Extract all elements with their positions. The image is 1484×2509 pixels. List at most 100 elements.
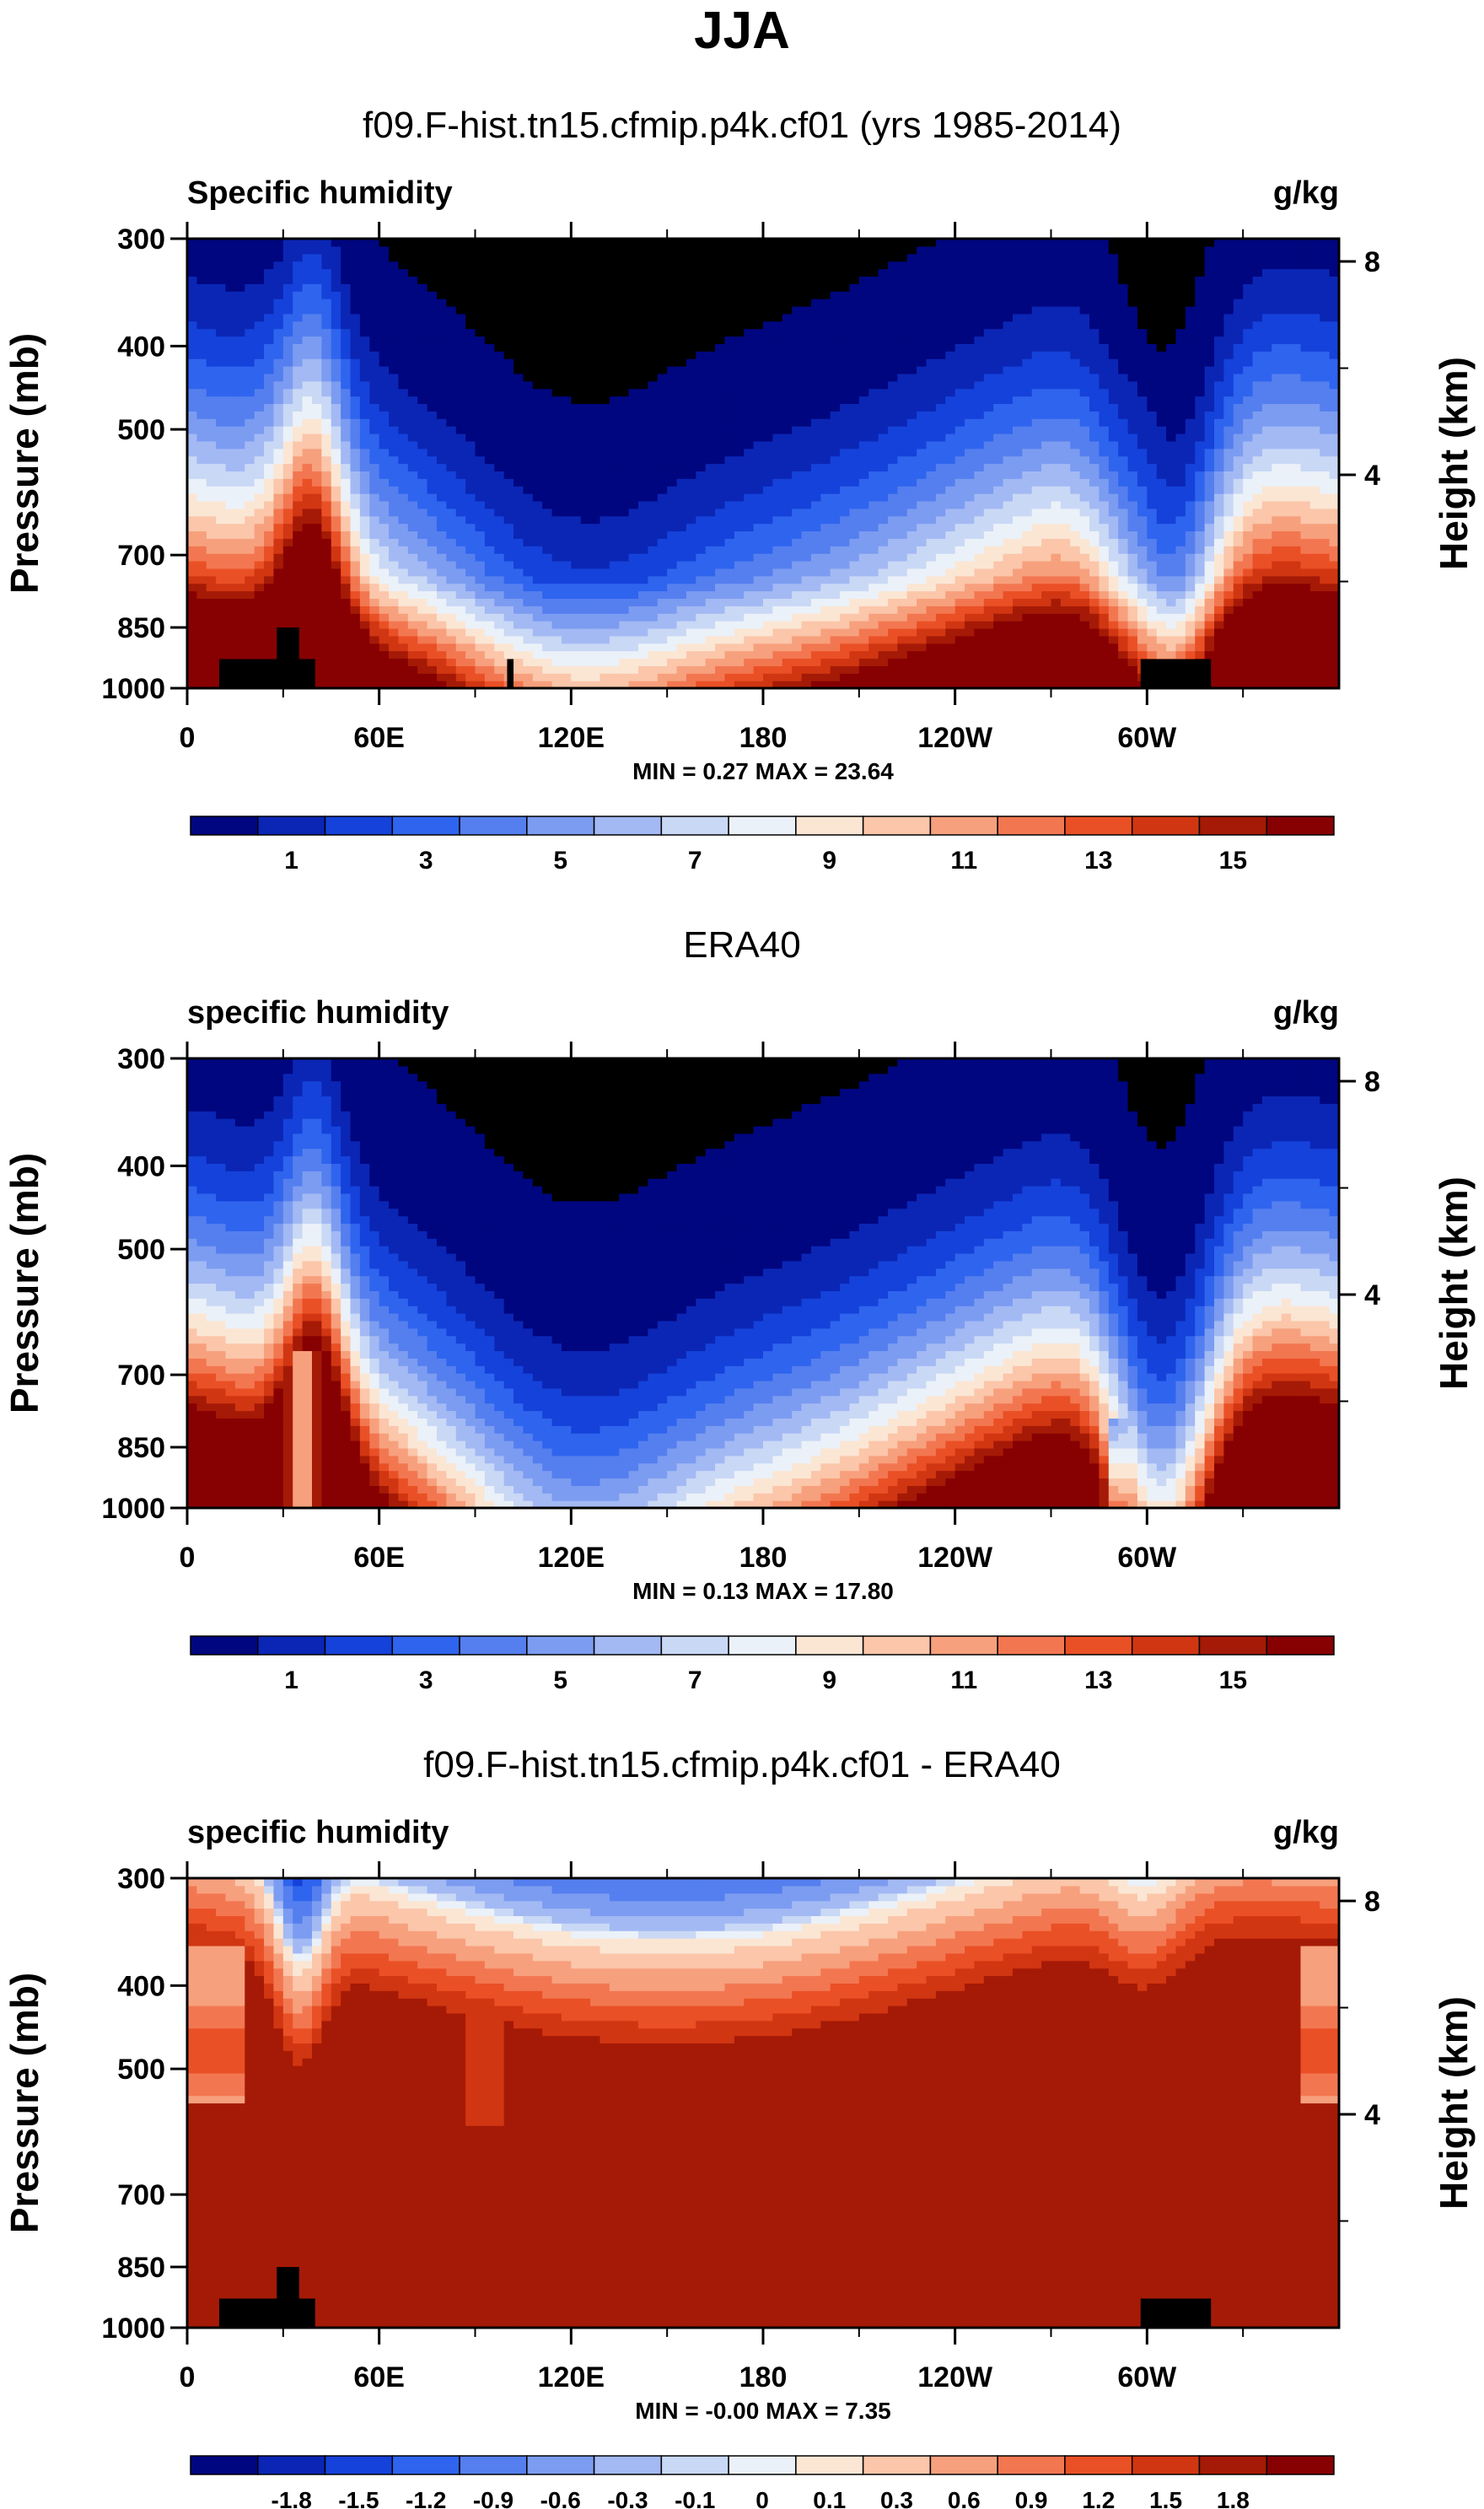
field-cell xyxy=(667,613,678,622)
field-cell xyxy=(321,613,332,622)
field-cell xyxy=(868,411,879,419)
field-cell xyxy=(696,253,707,262)
field-cell xyxy=(359,665,370,674)
field-cell xyxy=(551,261,562,270)
field-cell xyxy=(264,366,275,374)
field-cell xyxy=(436,411,447,419)
field-cell xyxy=(389,291,400,299)
field-cell xyxy=(628,546,639,554)
field-cell xyxy=(503,643,514,652)
field-cell xyxy=(763,261,773,270)
field-cell xyxy=(667,673,678,681)
field-cell xyxy=(273,305,284,315)
field-cell xyxy=(782,627,793,637)
field-cell xyxy=(484,328,495,337)
field-cell xyxy=(234,253,245,262)
field-cell xyxy=(657,621,668,629)
field-cell xyxy=(580,478,591,487)
field-cell xyxy=(609,598,620,606)
field-cell xyxy=(455,538,466,546)
field-cell xyxy=(273,328,284,337)
field-cell xyxy=(551,411,562,419)
field-cell xyxy=(657,538,668,546)
field-cell xyxy=(455,253,466,262)
field-cell xyxy=(551,673,562,681)
field-cell xyxy=(273,560,284,569)
field-cell xyxy=(858,650,869,660)
field-cell xyxy=(331,239,341,247)
field-cell xyxy=(792,455,803,465)
field-cell xyxy=(311,463,322,471)
field-cell xyxy=(772,643,783,652)
field-cell xyxy=(628,396,639,405)
field-cell xyxy=(407,320,418,330)
field-cell xyxy=(744,553,755,562)
field-cell xyxy=(475,343,486,352)
field-cell xyxy=(792,478,803,487)
field-cell xyxy=(696,276,707,284)
field-cell xyxy=(196,403,207,412)
field-cell xyxy=(571,606,582,614)
field-cell xyxy=(389,426,400,434)
field-cell xyxy=(830,403,841,412)
field-cell xyxy=(667,268,678,277)
field-cell xyxy=(772,538,783,546)
field-cell xyxy=(369,440,380,450)
field-cell xyxy=(580,418,591,427)
field-cell xyxy=(648,650,659,660)
field-cell xyxy=(686,320,696,330)
field-cell xyxy=(974,538,985,546)
field-cell xyxy=(657,553,668,562)
field-cell xyxy=(744,283,755,292)
field-cell xyxy=(667,621,678,629)
field-cell xyxy=(849,276,860,284)
field-cell xyxy=(705,336,716,344)
field-cell xyxy=(311,440,322,450)
field-cell xyxy=(974,515,985,525)
field-cell xyxy=(782,635,793,644)
field-cell xyxy=(369,433,380,442)
field-cell xyxy=(234,515,245,525)
field-cell xyxy=(369,403,380,412)
field-cell xyxy=(696,681,707,689)
field-cell xyxy=(810,575,821,584)
field-cell xyxy=(293,328,304,337)
field-cell xyxy=(273,396,284,405)
field-cell xyxy=(436,546,447,554)
field-cell xyxy=(254,650,265,660)
field-cell xyxy=(398,471,409,479)
field-cell xyxy=(465,560,476,569)
field-cell xyxy=(273,598,284,606)
field-cell xyxy=(311,373,322,382)
field-cell xyxy=(187,590,197,599)
field-cell xyxy=(389,530,400,539)
field-cell xyxy=(321,471,332,479)
field-cell xyxy=(542,455,553,465)
field-cell xyxy=(196,448,207,457)
field-cell xyxy=(359,455,370,465)
field-cell xyxy=(398,613,409,622)
field-cell xyxy=(638,650,648,660)
field-cell xyxy=(350,373,361,382)
field-cell xyxy=(830,313,841,322)
field-cell xyxy=(753,568,764,577)
field-cell xyxy=(935,366,946,374)
field-cell xyxy=(744,500,755,509)
field-cell xyxy=(264,343,275,352)
field-cell xyxy=(503,583,514,592)
field-cell xyxy=(917,291,928,299)
field-cell xyxy=(638,396,648,405)
field-cell xyxy=(331,380,341,390)
field-cell xyxy=(954,500,965,509)
field-cell xyxy=(638,366,648,374)
field-cell xyxy=(906,261,917,270)
field-cell xyxy=(878,681,889,689)
field-cell xyxy=(887,336,898,344)
field-cell xyxy=(254,373,265,382)
field-cell xyxy=(609,500,620,509)
field-cell xyxy=(455,523,466,532)
field-cell xyxy=(196,276,207,284)
field-cell xyxy=(311,343,322,352)
field-cell xyxy=(954,598,965,606)
field-cell xyxy=(389,239,400,247)
